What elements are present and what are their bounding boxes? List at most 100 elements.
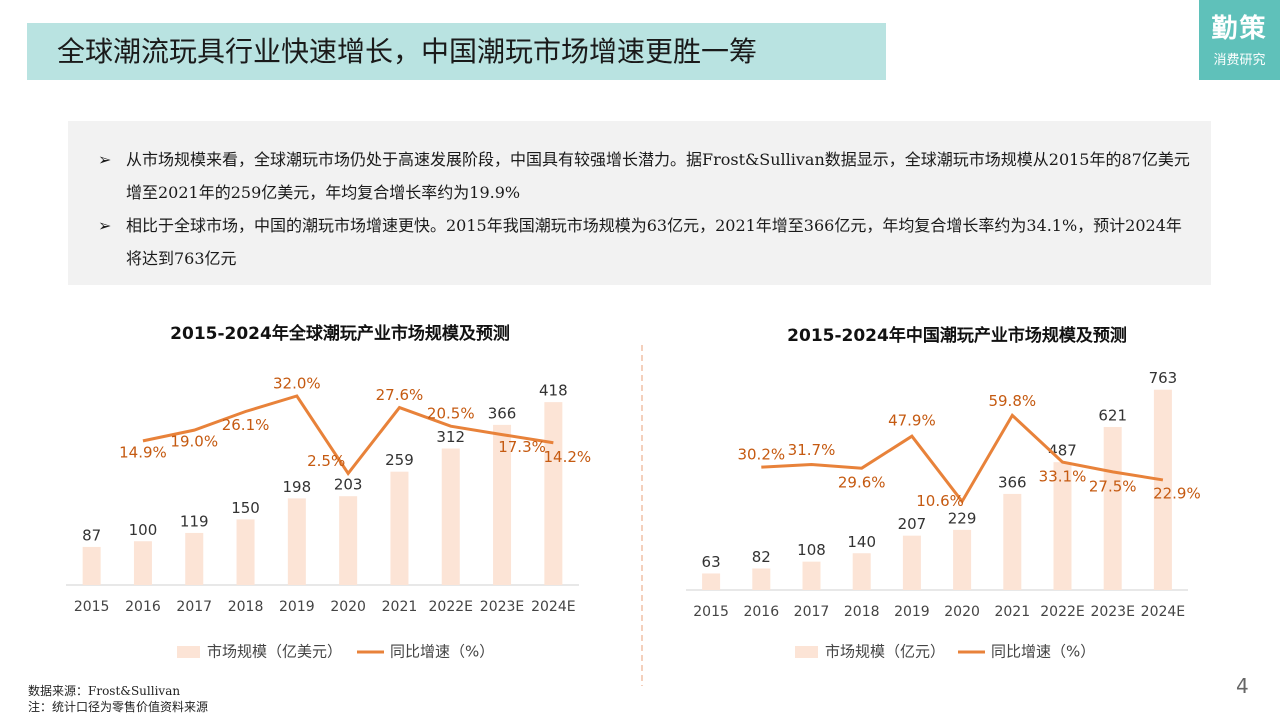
x-tick-label: 2023E — [1090, 604, 1134, 620]
x-tick-label: 2018 — [228, 599, 264, 615]
line-value-label: 30.2% — [737, 446, 785, 464]
legend-label: 同比增速（%） — [390, 643, 494, 661]
bar-value-label: 119 — [180, 512, 209, 530]
line-value-label: 19.0% — [170, 433, 218, 451]
bar-value-label: 150 — [231, 499, 260, 517]
bar — [752, 568, 771, 590]
line-value-label: 31.7% — [788, 441, 836, 459]
line-value-label: 14.9% — [119, 443, 167, 461]
source-note: 注：统计口径为零售价值资料来源 — [28, 700, 209, 714]
bar — [287, 498, 306, 585]
x-tick-label: 2017 — [176, 599, 212, 615]
bar — [1003, 493, 1022, 590]
x-tick-label: 2021 — [382, 599, 418, 615]
bar-value-label: 229 — [948, 509, 977, 527]
x-tick-label: 2020 — [330, 599, 366, 615]
legend-label: 市场规模（亿元） — [825, 643, 945, 661]
bar — [953, 529, 972, 590]
line-value-label: 20.5% — [427, 405, 475, 423]
growth-line — [761, 412, 1164, 505]
bar-value-label: 621 — [1098, 406, 1127, 424]
x-tick-label: 2015 — [693, 604, 729, 620]
x-tick-label: 2016 — [125, 599, 161, 615]
line-value-label: 27.5% — [1089, 477, 1137, 495]
legend-swatch — [795, 646, 818, 658]
bar — [1153, 389, 1172, 590]
bullet: 相比于全球市场，中国的潮玩市场增速更快。2015年我国潮玩市场规模为63亿元，2… — [98, 209, 1191, 275]
bar — [852, 553, 871, 590]
bar — [544, 402, 563, 585]
bar-value-label: 418 — [539, 382, 568, 400]
bar-value-label: 259 — [385, 451, 414, 469]
line-value-label: 14.2% — [544, 448, 592, 466]
bar — [702, 573, 721, 590]
x-tick-label: 2024E — [531, 599, 575, 615]
x-tick-label: 2021 — [994, 604, 1030, 620]
bar — [236, 519, 255, 585]
x-tick-label: 2020 — [944, 604, 980, 620]
bar-value-label: 87 — [82, 526, 101, 544]
x-tick-label: 2017 — [794, 604, 830, 620]
slide-title: 全球潮流玩具行业快速增长，中国潮玩市场增速更胜一筹 — [27, 23, 886, 80]
line-value-label: 59.8% — [988, 392, 1036, 410]
bar-value-label: 140 — [847, 533, 876, 551]
bar — [493, 424, 512, 585]
line-value-label: 47.9% — [888, 412, 936, 430]
x-tick-label: 2022E — [1040, 604, 1084, 620]
x-tick-label: 2019 — [279, 599, 315, 615]
legend-label: 市场规模（亿美元） — [207, 643, 342, 661]
chart-title: 2015-2024年中国潮玩产业市场规模及预测 — [787, 325, 1127, 346]
bar-value-label: 207 — [898, 515, 927, 533]
bar-value-label: 198 — [283, 478, 312, 496]
bullet: 从市场规模来看，全球潮玩市场仍处于高速发展阶段，中国具有较强增长潜力。据Fros… — [98, 143, 1191, 209]
bar-value-label: 366 — [488, 404, 517, 422]
bar-value-label: 108 — [797, 541, 826, 559]
line-value-label: 27.6% — [376, 386, 424, 404]
growth-line — [142, 394, 554, 477]
bar-value-label: 63 — [702, 553, 721, 571]
bar — [802, 561, 821, 590]
x-tick-label: 2023E — [480, 599, 524, 615]
logo: 勤策 消费研究 — [1199, 0, 1280, 80]
bar — [1103, 426, 1122, 590]
bar-value-label: 312 — [436, 428, 465, 446]
x-tick-label: 2015 — [74, 599, 110, 615]
bar — [902, 535, 921, 590]
bar — [390, 471, 409, 585]
logo-subtitle: 消费研究 — [1213, 53, 1266, 68]
line-value-label: 10.6% — [916, 492, 964, 510]
bar-value-label: 366 — [998, 473, 1027, 491]
line-value-label: 22.9% — [1153, 484, 1201, 502]
chart-title: 2015-2024年全球潮玩产业市场规模及预测 — [170, 323, 510, 344]
line-value-label: 17.3% — [498, 438, 546, 456]
logo-name: 勤策 — [1211, 14, 1268, 44]
source-note: 数据来源：Frost&Sullivan — [28, 684, 181, 698]
bar — [133, 541, 152, 585]
x-tick-label: 2022E — [429, 599, 473, 615]
x-tick-label: 2019 — [894, 604, 930, 620]
x-tick-label: 2016 — [743, 604, 779, 620]
bar — [339, 496, 358, 585]
bar — [441, 448, 460, 585]
bar-value-label: 82 — [752, 548, 771, 566]
x-tick-label: 2024E — [1141, 604, 1185, 620]
bar — [185, 532, 204, 585]
page-number: 4 — [1236, 674, 1249, 698]
x-tick-label: 2018 — [844, 604, 880, 620]
summary-box: 从市场规模来看，全球潮玩市场仍处于高速发展阶段，中国具有较强增长潜力。据Fros… — [68, 121, 1211, 285]
line-value-label: 26.1% — [222, 416, 270, 434]
line-value-label: 2.5% — [307, 452, 345, 470]
bar — [82, 546, 101, 585]
bar-value-label: 763 — [1149, 369, 1178, 387]
line-value-label: 29.6% — [838, 474, 886, 492]
legend-label: 同比增速（%） — [991, 643, 1095, 661]
bar-value-label: 203 — [334, 476, 363, 494]
line-value-label: 32.0% — [273, 375, 321, 393]
bar — [1053, 462, 1072, 590]
line-value-label: 33.1% — [1039, 468, 1087, 486]
bar-value-label: 100 — [129, 521, 158, 539]
bar-value-label: 487 — [1048, 442, 1077, 460]
legend-swatch — [177, 646, 200, 658]
